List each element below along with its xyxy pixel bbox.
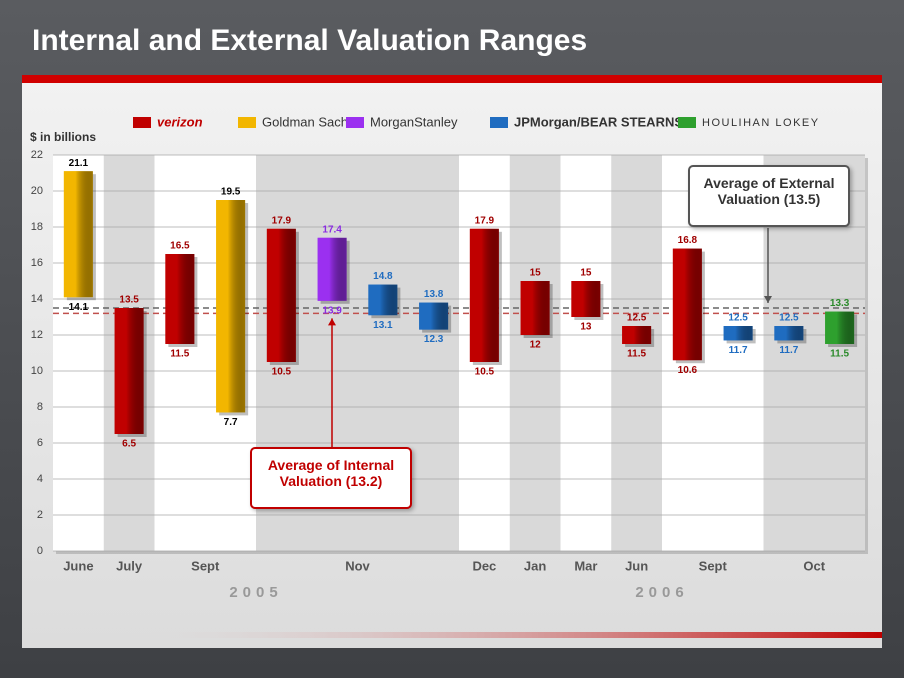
value-label: 13.5: [119, 295, 139, 306]
value-label: 11.7: [729, 345, 748, 356]
bar-shade: [672, 248, 702, 361]
y-axis-label: $ in billions: [30, 130, 96, 144]
value-label: 10.5: [475, 367, 495, 378]
legend-swatch: [238, 117, 256, 128]
top-band: [22, 75, 882, 83]
x-tick-label: Jan: [524, 558, 546, 573]
bar-shade: [216, 200, 246, 413]
value-label: 13.3: [830, 298, 850, 309]
y-tick-label: 14: [31, 293, 43, 305]
annotation-arrowhead: [328, 318, 336, 326]
bar-shade: [368, 284, 398, 316]
value-label: 11.7: [779, 345, 798, 356]
bar-shade: [723, 326, 753, 341]
y-tick-label: 18: [31, 221, 43, 233]
value-label: 16.5: [170, 241, 190, 252]
y-tick-label: 16: [31, 257, 43, 269]
value-label: 12.3: [424, 334, 444, 345]
y-tick-label: 6: [37, 437, 43, 449]
value-label: 15: [530, 268, 542, 279]
bar-shade: [520, 281, 550, 335]
value-label: 11.5: [830, 349, 849, 360]
y-tick-label: 12: [31, 329, 43, 341]
value-label: 6.5: [122, 439, 136, 450]
y-tick-label: 20: [31, 185, 43, 197]
legend-label: MorganStanley: [370, 114, 458, 129]
value-label: 10.5: [272, 367, 292, 378]
annotation-arrowhead: [764, 296, 772, 303]
legend-swatch: [678, 117, 696, 128]
foot-band: [120, 632, 882, 638]
x-tick-label: Sept: [699, 558, 728, 573]
value-label: 19.5: [221, 187, 241, 198]
year-label: 2005: [229, 584, 282, 601]
value-label: 17.4: [322, 224, 342, 235]
y-tick-label: 10: [31, 365, 43, 377]
value-label: 11.5: [170, 349, 189, 360]
legend-label: Goldman Sachs: [262, 114, 355, 129]
legend-label: HOULIHAN LOKEY: [702, 117, 820, 129]
legend-swatch: [346, 117, 364, 128]
legend-label: verizon: [157, 114, 203, 129]
legend-swatch: [133, 117, 151, 128]
x-tick-label: Sept: [191, 558, 220, 573]
x-tick-label: Jun: [625, 558, 648, 573]
x-tick-label: Nov: [345, 558, 370, 573]
bar-shade: [774, 326, 804, 341]
value-label: 12.5: [779, 313, 799, 324]
y-tick-label: 0: [37, 545, 43, 557]
value-label: 12: [530, 340, 542, 351]
value-label: 13.9: [322, 305, 342, 316]
y-tick-label: 8: [37, 401, 43, 413]
y-tick-label: 2: [37, 509, 43, 521]
x-tick-label: Dec: [472, 558, 496, 573]
value-label: 13.8: [424, 289, 444, 300]
bar-shade: [419, 302, 449, 330]
bar-shade: [165, 254, 195, 344]
bar-shade: [317, 237, 347, 301]
x-tick-label: Oct: [803, 558, 825, 573]
value-label: 12.5: [728, 313, 748, 324]
value-label: 17.9: [272, 215, 292, 226]
bar-shade: [571, 281, 601, 317]
year-label: 2006: [635, 584, 688, 601]
bar-shade: [825, 311, 855, 344]
value-label: 14.8: [373, 271, 393, 282]
value-label: 13: [580, 322, 592, 333]
legend-swatch: [490, 117, 508, 128]
bar-shade: [622, 326, 652, 344]
value-label: 17.9: [475, 215, 495, 226]
y-tick-label: 22: [31, 149, 43, 161]
x-tick-label: July: [116, 558, 143, 573]
value-label: 12.5: [627, 313, 647, 324]
value-label: 14.1: [69, 302, 89, 313]
value-label: 10.6: [678, 365, 698, 376]
x-tick-label: June: [63, 558, 93, 573]
value-label: 16.8: [678, 235, 698, 246]
bar-shade: [266, 228, 296, 362]
value-label: 13.1: [373, 320, 393, 331]
annotation: Average of Internal Valuation (13.2): [250, 447, 412, 509]
bar-shade: [469, 228, 499, 362]
annotation: Average of External Valuation (13.5): [688, 165, 850, 227]
x-tick-label: Mar: [574, 558, 597, 573]
value-label: 7.7: [224, 417, 238, 428]
legend-label: JPMorgan/BEAR STEARNS: [514, 114, 683, 129]
chart-title: Internal and External Valuation Ranges: [32, 24, 587, 57]
value-label: 11.5: [627, 349, 646, 360]
bar-shade: [63, 171, 93, 298]
y-tick-label: 4: [37, 473, 43, 485]
value-label: 15: [580, 268, 592, 279]
bar-shade: [114, 308, 144, 434]
column-stripe: [560, 155, 612, 551]
value-label: 21.1: [69, 158, 89, 169]
